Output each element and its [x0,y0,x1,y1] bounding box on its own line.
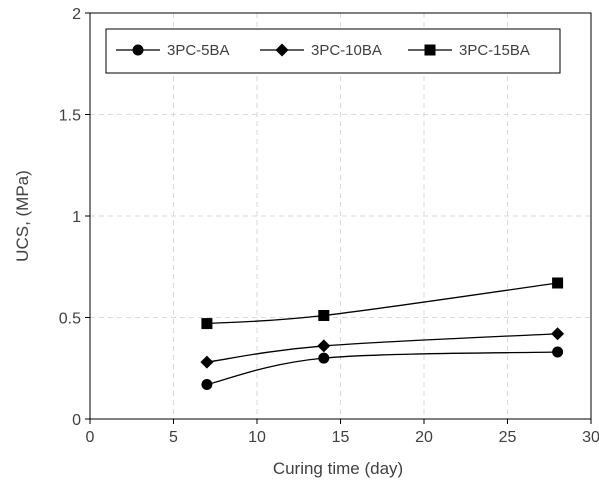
x-tick-label: 20 [415,429,433,446]
series-line [206,351,558,386]
series-line [206,282,558,325]
series-layer [200,277,565,390]
y-tick-label: 1 [72,209,81,226]
x-tick-label: 10 [248,429,266,446]
series-3pc-15ba [201,277,564,330]
x-tick-label: 30 [582,429,599,446]
legend-item: 3PC-15BA [408,42,530,59]
legend-label: 3PC-10BA [311,42,382,59]
y-tick-label: 0.5 [59,311,81,328]
data-point [552,346,564,358]
y-tick-label: 2 [72,6,81,23]
x-tick-label: 5 [169,429,178,446]
data-point [318,352,330,364]
legend-item: 3PC-5BA [116,42,230,59]
legend-label: 3PC-5BA [167,42,230,59]
data-point [552,277,564,289]
legend-marker [424,44,436,56]
legend-marker [132,44,144,56]
x-tick-label: 0 [86,429,95,446]
grid-layer [90,13,591,419]
series-line [206,333,558,363]
legend-item: 3PC-10BA [260,42,382,59]
legend-box [105,28,561,74]
axes-layer: 0 5 10 15 20 25 30 0 0.5 1 1.5 2 [59,6,599,446]
data-point [317,339,331,353]
x-axis-title: Curing time (day) [273,459,403,478]
data-point [200,355,214,369]
legend-label: 3PC-15BA [459,42,530,59]
series-3pc-5ba [201,346,564,390]
legend-marker [275,43,289,57]
x-tick-label: 25 [499,429,517,446]
data-point [201,378,213,390]
legend: 3PC-5BA 3PC-10BA 3PC-15BA [105,28,561,74]
y-tick-label: 1.5 [59,108,81,125]
y-tick-label: 0 [72,412,81,429]
data-point [551,327,565,341]
data-point [318,309,330,321]
y-axis-title: UCS, (MPa) [13,170,32,262]
x-tick-label: 15 [332,429,350,446]
data-point [201,318,213,330]
series-3pc-10ba [200,327,565,369]
